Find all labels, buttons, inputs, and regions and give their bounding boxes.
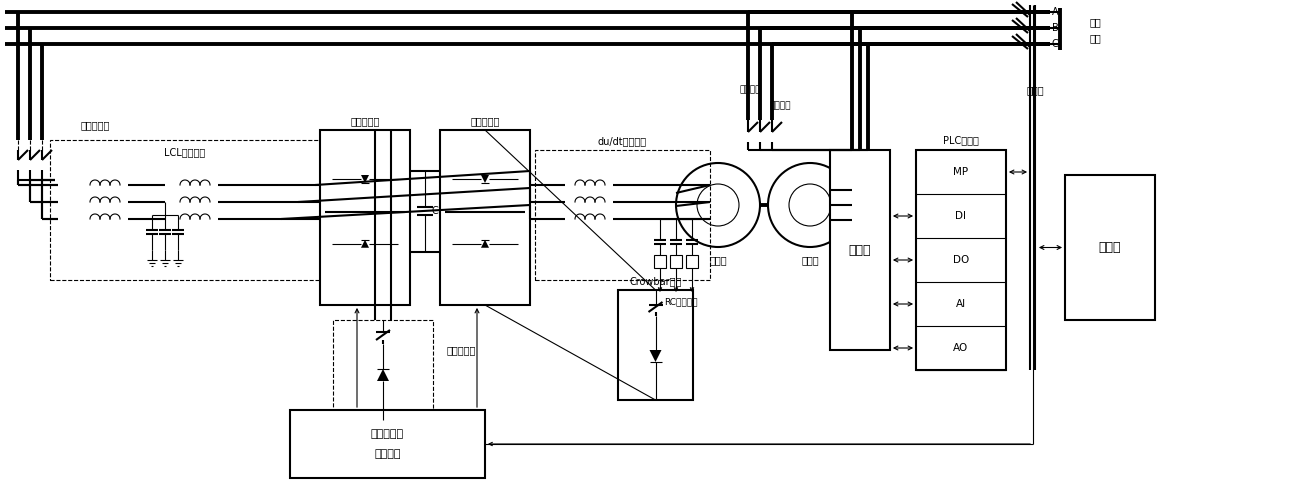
Bar (830, 150, 889, 350)
Text: DO: DO (953, 255, 970, 265)
Bar (320, 130, 411, 305)
Polygon shape (361, 175, 369, 183)
Text: AO: AO (953, 343, 968, 353)
Text: du/dt滤波电路: du/dt滤波电路 (598, 136, 647, 146)
Text: 电动机: 电动机 (802, 255, 818, 265)
Bar (290, 410, 485, 478)
Text: 并网开关: 并网开关 (769, 102, 791, 110)
Text: MP: MP (954, 167, 968, 177)
Text: C: C (1052, 39, 1059, 49)
Text: 网侧接触器: 网侧接触器 (80, 120, 110, 130)
Bar (440, 130, 531, 305)
Text: 以太网: 以太网 (1026, 85, 1044, 95)
Text: 变频器: 变频器 (848, 244, 871, 256)
Polygon shape (482, 240, 489, 248)
Text: 机侧变流器: 机侧变流器 (470, 116, 500, 126)
Text: 预充电电路: 预充电电路 (447, 345, 475, 355)
Polygon shape (482, 175, 489, 183)
Bar (670, 255, 682, 268)
Polygon shape (361, 240, 369, 248)
Text: 交流: 交流 (1090, 17, 1101, 27)
Text: A: A (1052, 7, 1059, 17)
Bar (917, 150, 1006, 370)
Text: Crowbar电路: Crowbar电路 (629, 276, 682, 286)
Text: 网侧变流器: 网侧变流器 (350, 116, 380, 126)
Bar (333, 320, 432, 420)
Text: 并网开关: 并网开关 (740, 86, 760, 94)
Bar (655, 255, 666, 268)
Text: PLC控制器: PLC控制器 (942, 135, 979, 145)
Text: AI: AI (955, 299, 966, 309)
Bar (1065, 175, 1155, 320)
Polygon shape (377, 369, 389, 381)
Text: 电网: 电网 (1090, 33, 1101, 43)
Text: C: C (431, 206, 439, 216)
Bar (618, 290, 693, 400)
Text: 上位机: 上位机 (1099, 241, 1122, 254)
Bar (686, 255, 698, 268)
Text: DI: DI (955, 211, 967, 221)
Text: RC滤波电路: RC滤波电路 (665, 298, 697, 306)
Text: 励磁变流器: 励磁变流器 (371, 429, 404, 439)
Text: B: B (1052, 23, 1059, 33)
Bar (534, 150, 710, 280)
Polygon shape (649, 350, 661, 362)
Text: 发电机: 发电机 (709, 255, 727, 265)
Text: LCL滤波电路: LCL滤波电路 (164, 147, 205, 157)
Text: 的控制器: 的控制器 (374, 449, 400, 459)
Bar (50, 140, 320, 280)
